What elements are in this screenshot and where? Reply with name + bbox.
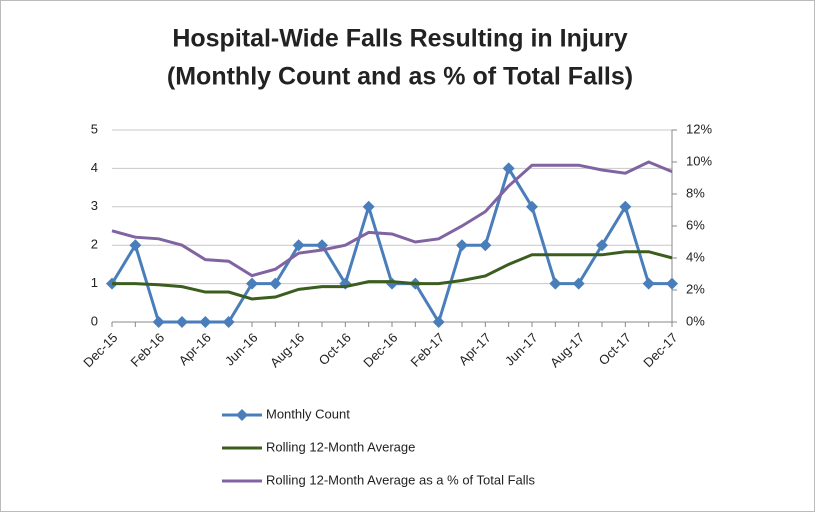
point-marker (362, 200, 375, 213)
y2-tick-label: 2% (686, 281, 705, 296)
point-marker (619, 200, 632, 213)
y2-tick-label: 4% (686, 249, 705, 264)
legend-label: Monthly Count (266, 406, 350, 421)
chart-title: Hospital-Wide Falls Resulting in Injury (172, 25, 627, 53)
point-marker (222, 316, 235, 328)
point-marker (199, 316, 212, 328)
legend-marker (236, 409, 248, 421)
y-tick-label: 4 (91, 160, 98, 175)
y2-tick-label: 12% (686, 121, 712, 136)
legend-label: Rolling 12-Month Average as a % of Total… (266, 472, 536, 487)
y2-tick-label: 8% (686, 185, 705, 200)
point-marker (549, 277, 562, 290)
y2-tick-label: 6% (686, 217, 705, 232)
point-marker (292, 239, 305, 252)
y2-tick-label: 10% (686, 153, 712, 168)
point-marker (596, 239, 608, 252)
legend-label: Rolling 12-Month Average (266, 439, 415, 454)
point-marker (176, 316, 188, 328)
series-line (111, 160, 673, 278)
point-marker (246, 277, 258, 290)
point-marker (526, 200, 538, 213)
y-tick-label: 5 (91, 121, 98, 136)
point-marker (129, 239, 142, 252)
y-tick-label: 3 (91, 198, 98, 213)
y-tick-label: 1 (91, 275, 98, 290)
point-marker (269, 277, 282, 290)
point-marker (666, 277, 678, 290)
point-marker (502, 162, 515, 175)
point-marker (456, 239, 468, 252)
y-tick-label: 2 (91, 237, 98, 252)
point-marker (572, 277, 585, 290)
series-line (112, 250, 673, 301)
point-marker (152, 316, 165, 328)
point-marker (432, 316, 445, 328)
y-tick-label: 0 (91, 313, 98, 328)
chart-subtitle: (Monthly Count and as % of Total Falls) (167, 63, 633, 91)
y2-tick-label: 0% (686, 313, 705, 328)
point-marker (642, 277, 655, 290)
point-marker (479, 239, 492, 252)
